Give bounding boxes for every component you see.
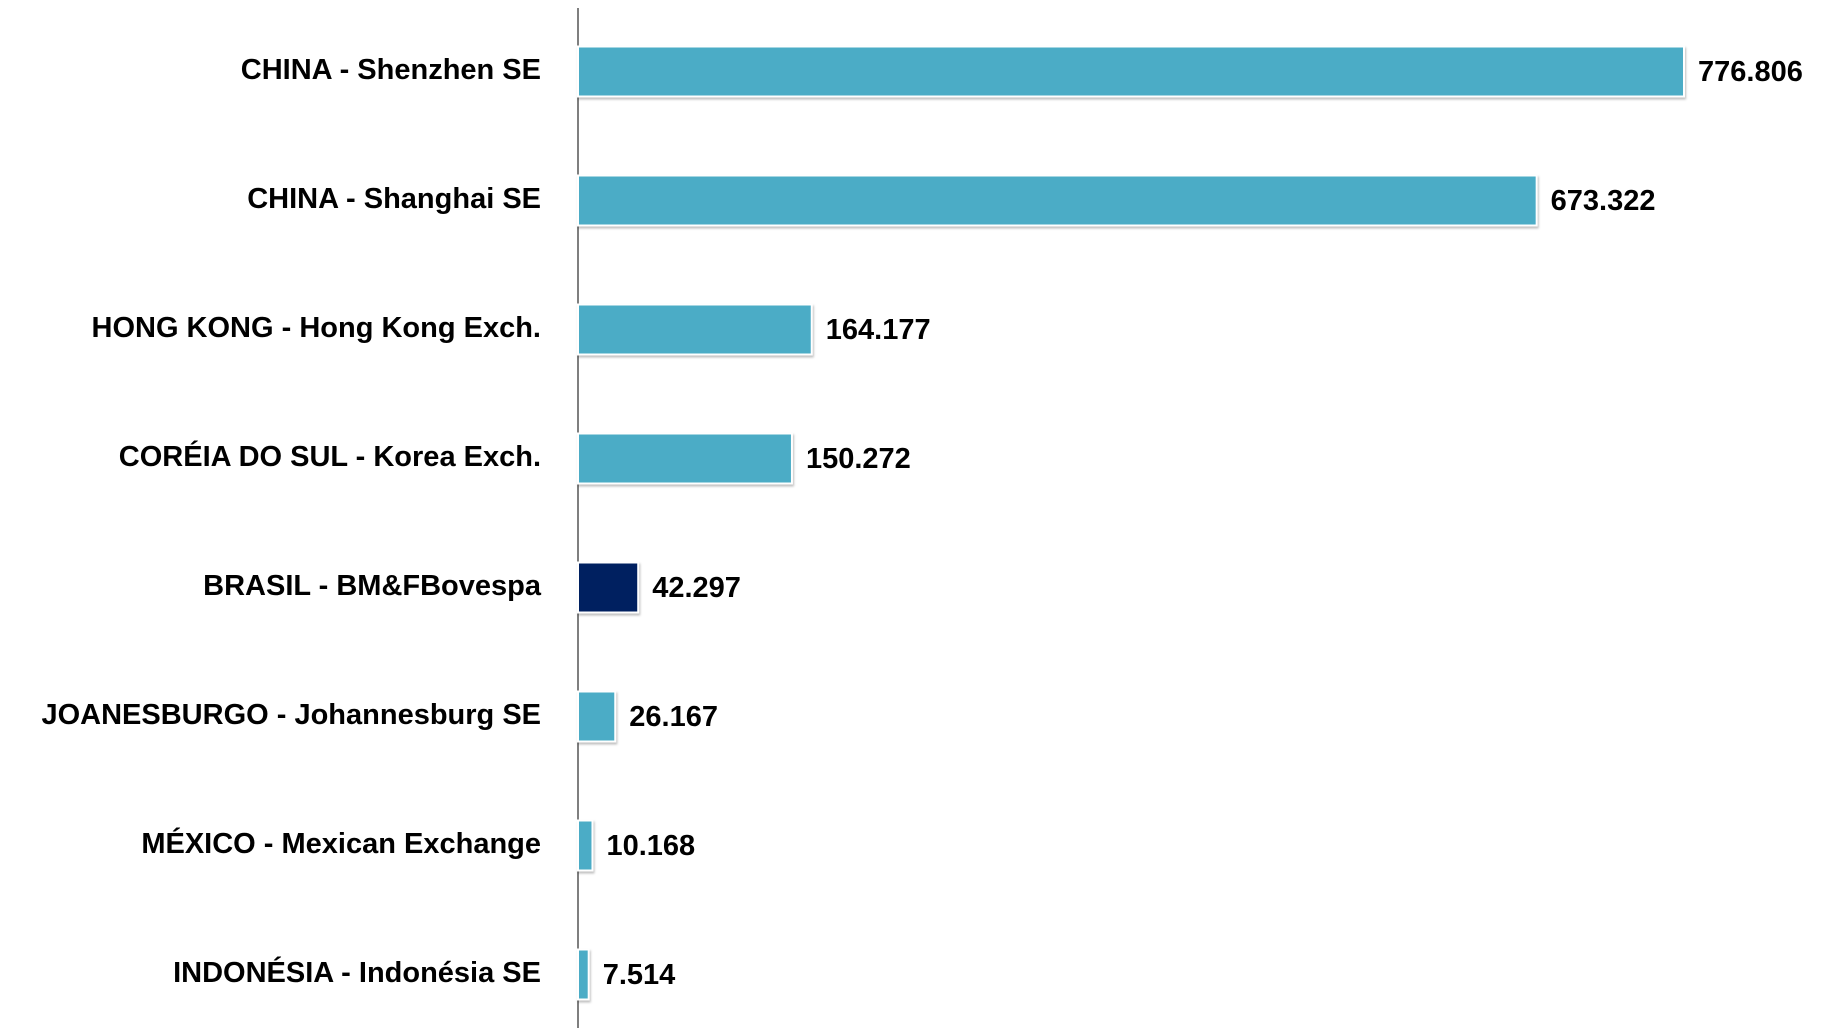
category-label: BRASIL - BM&FBovespa bbox=[203, 570, 542, 602]
value-label: 164.177 bbox=[826, 314, 931, 346]
category-label: INDONÉSIA - Indonésia SE bbox=[173, 955, 541, 989]
category-label: MÉXICO - Mexican Exchange bbox=[141, 826, 541, 860]
bar bbox=[577, 432, 793, 485]
value-label: 10.168 bbox=[606, 830, 695, 862]
bar bbox=[577, 303, 813, 356]
bar bbox=[577, 561, 640, 614]
bar bbox=[577, 690, 617, 743]
bar bbox=[577, 819, 594, 872]
value-label: 26.167 bbox=[629, 701, 718, 733]
category-label: JOANESBURGO - Johannesburg SE bbox=[41, 699, 541, 731]
bar bbox=[577, 45, 1685, 98]
category-label: CORÉIA DO SUL - Korea Exch. bbox=[119, 439, 541, 473]
value-label: 150.272 bbox=[806, 443, 911, 475]
category-label: CHINA - Shenzhen SE bbox=[241, 54, 541, 86]
category-label: HONG KONG - Hong Kong Exch. bbox=[92, 312, 542, 344]
category-label: CHINA - Shanghai SE bbox=[247, 183, 541, 215]
bar bbox=[577, 174, 1538, 227]
bar bbox=[577, 948, 590, 1001]
value-label: 776.806 bbox=[1698, 56, 1803, 88]
value-label: 673.322 bbox=[1551, 185, 1656, 217]
value-label: 42.297 bbox=[652, 572, 741, 604]
value-label: 7.514 bbox=[603, 959, 676, 991]
